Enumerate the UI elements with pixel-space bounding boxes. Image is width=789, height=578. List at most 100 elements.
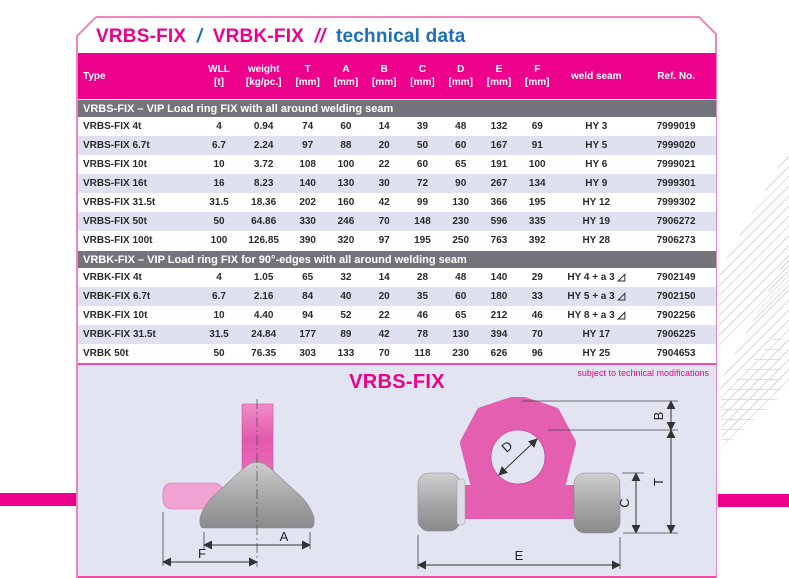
cell-value: 69 [518,117,557,136]
cell-value: 6.7 [199,287,239,306]
cell-value: 230 [441,212,480,231]
cell-value: 46 [403,306,442,325]
front-view-left-block [417,472,461,532]
cell-value: 195 [403,231,442,251]
dim-label-T: T [651,478,666,486]
cell-value: 320 [326,231,366,251]
section-header: VRBK-FIX – VIP Load ring FIX for 90°-edg… [78,250,716,268]
cell-value: 91 [518,136,557,155]
title-slash-icon: / [196,26,203,47]
cell-value: HY 6 [556,155,637,174]
cell-value: 84 [288,287,327,306]
front-view-right-block [573,472,621,534]
cell-value: 7999301 [636,174,716,193]
column-header-weld-seam: weld seam [556,53,637,100]
cell-value: 100 [518,155,557,174]
technical-drawings: A F D B T [162,397,678,570]
cell-type: VRBK 50t [78,344,200,363]
table-row: VRBK-FIX 6.7t 6.7 2.16 84 40 20 35 60 180 33 HY 5 … [78,287,716,306]
cell-value: 89 [326,325,366,344]
cell-value: HY 3 [556,117,637,136]
cell-value: 14 [365,268,404,287]
footnote: subject to technical modifications [577,368,709,378]
cell-value: 230 [441,344,480,363]
cell-type: VRBS-FIX 100t [78,231,200,251]
cell-type: VRBK-FIX 31.5t [78,325,200,344]
cell-value: 132 [479,117,519,136]
cell-type: VRBK-FIX 10t [78,306,200,325]
column-header-t: T [mm] [288,53,327,100]
cell-value: 40 [326,287,366,306]
table-row: VRBK-FIX 10t 10 4.40 94 52 22 46 65 212 46 HY 8 + … [78,306,716,325]
cell-value: 7904653 [636,344,716,363]
cell-value: 366 [479,193,519,212]
cell-value: 14 [365,117,404,136]
cell-value: 88 [326,136,366,155]
table-header: Type WLL [t] weight [kg/pc.] T [mm] A [mm] B [mm] C… [78,53,716,100]
cell-value: 48 [441,268,480,287]
column-header-ref-no-: Ref. No. [636,53,716,100]
cell-value: 70 [365,212,404,231]
table-row: VRBS-FIX 100t 100 126.85 390 320 97 195 250 763 3… [78,231,716,251]
cell-value: 65 [441,155,480,174]
column-header-weight: weight [kg/pc.] [238,53,289,100]
drawing-panel: subject to technical modifications VRBS-… [78,363,716,578]
table-row: VRBK-FIX 31.5t 31.5 24.84 177 89 42 78 130 394 70… [78,325,716,344]
cell-value: 7902256 [636,306,716,325]
cell-value: HY 19 [556,212,637,231]
cell-value: 177 [288,325,327,344]
cell-value: 16 [199,174,239,193]
cell-value: 64.86 [238,212,289,231]
cell-type: VRBK-FIX 6.7t [78,287,200,306]
dim-label-C: C [617,498,632,507]
cell-value: 2.24 [238,136,289,155]
cell-value: 50 [403,136,442,155]
cell-value: 250 [441,231,480,251]
cell-value: 303 [288,344,327,363]
cell-value: 4 [199,117,239,136]
cell-value: 65 [441,306,480,325]
cell-value: 167 [479,136,519,155]
cell-value: 10 [199,155,239,174]
cell-value: 24.84 [238,325,289,344]
cell-value: 130 [326,174,366,193]
cell-value: 763 [479,231,519,251]
cell-value: HY 5 [556,136,637,155]
table-row: VRBS-FIX 31.5t 31.5 18.36 202 160 42 99 130 366 1… [78,193,716,212]
title-product-2: VRBK-FIX [212,26,305,47]
cell-value: 72 [403,174,442,193]
cell-value: 390 [288,231,327,251]
cell-type: VRBS-FIX 4t [78,117,200,136]
cell-value: 195 [518,193,557,212]
front-view-drawing: D B T C E [417,397,678,570]
cell-value: 96 [518,344,557,363]
cell-value: 50 [199,344,239,363]
cell-value: 60 [441,136,480,155]
cell-value: 202 [288,193,327,212]
cell-value: 3.72 [238,155,289,174]
cell-value: 10 [199,306,239,325]
cell-value: 42 [365,193,404,212]
cell-value: 118 [403,344,442,363]
cell-value: HY 9 [556,174,637,193]
cell-value: 133 [326,344,366,363]
cell-value: HY 4 + a 3 ◿ [556,268,637,287]
right-page-marker-bar [718,494,789,507]
cell-value: 0.94 [238,117,289,136]
cell-value: 78 [403,325,442,344]
cell-value: 212 [479,306,519,325]
table-row: VRBS-FIX 10t 10 3.72 108 100 22 60 65 191 100 HY 6… [78,155,716,174]
table-body: VRBS-FIX – VIP Load ring FIX with all ar… [78,99,716,363]
cell-value: 126.85 [238,231,289,251]
cell-value: 39 [403,117,442,136]
cell-value: 29 [518,268,557,287]
dim-label-B: B [651,412,666,421]
cell-type: VRBS-FIX 31.5t [78,193,200,212]
cell-value: 626 [479,344,519,363]
cell-value: 160 [326,193,366,212]
cell-value: 7902149 [636,268,716,287]
cell-value: 65 [288,268,327,287]
table-row: VRBK-FIX 4t 4 1.05 65 32 14 28 48 140 29 HY 4 + a … [78,268,716,287]
cell-value: 35 [403,287,442,306]
